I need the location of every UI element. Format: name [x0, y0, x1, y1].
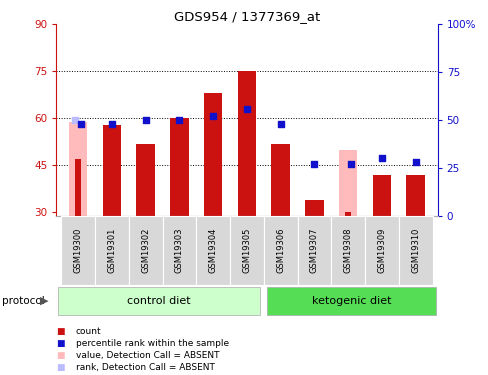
Bar: [102, 125, 121, 216]
Bar: [58, 286, 260, 315]
Text: ■: ■: [56, 363, 64, 372]
Point: [71, 117, 79, 123]
Bar: [297, 216, 331, 285]
Text: GSM19308: GSM19308: [343, 228, 352, 273]
Bar: [264, 216, 297, 285]
Bar: [162, 216, 196, 285]
Text: GSM19306: GSM19306: [276, 228, 285, 273]
Text: value, Detection Call = ABSENT: value, Detection Call = ABSENT: [76, 351, 219, 360]
Point: [243, 105, 250, 111]
Point: [77, 121, 84, 127]
Point: [377, 155, 385, 161]
Text: ■: ■: [56, 339, 64, 348]
Point: [276, 121, 284, 127]
Text: GSM19310: GSM19310: [410, 228, 419, 273]
Bar: [128, 216, 162, 285]
Text: GSM19309: GSM19309: [377, 228, 386, 273]
Text: percentile rank within the sample: percentile rank within the sample: [76, 339, 228, 348]
Text: GSM19304: GSM19304: [208, 228, 217, 273]
Bar: [266, 286, 435, 315]
Bar: [331, 216, 365, 285]
Bar: [271, 144, 289, 216]
Bar: [170, 118, 188, 216]
Text: control diet: control diet: [127, 296, 191, 306]
Text: protocol: protocol: [2, 296, 45, 306]
Point: [411, 159, 419, 165]
Bar: [75, 159, 81, 216]
Text: GSM19302: GSM19302: [141, 228, 150, 273]
Bar: [372, 175, 390, 216]
Bar: [338, 150, 357, 216]
Bar: [136, 144, 155, 216]
Text: GSM19305: GSM19305: [242, 228, 251, 273]
Bar: [69, 122, 87, 216]
Bar: [203, 93, 222, 216]
Point: [108, 121, 116, 127]
Bar: [406, 175, 424, 216]
Text: ▶: ▶: [40, 296, 48, 306]
Text: count: count: [76, 327, 101, 336]
Text: ■: ■: [56, 351, 64, 360]
Bar: [196, 216, 229, 285]
Point: [142, 117, 149, 123]
Point: [346, 161, 354, 167]
Point: [209, 113, 217, 119]
Bar: [61, 216, 95, 285]
Bar: [237, 71, 256, 216]
Bar: [365, 216, 398, 285]
Bar: [229, 216, 264, 285]
Text: GSM19303: GSM19303: [175, 228, 183, 273]
Text: GSM19300: GSM19300: [74, 228, 82, 273]
Bar: [305, 200, 323, 216]
Point: [175, 117, 183, 123]
Bar: [95, 216, 128, 285]
Text: GSM19307: GSM19307: [309, 228, 318, 273]
Point: [310, 161, 318, 167]
Bar: [345, 213, 350, 216]
Bar: [398, 216, 432, 285]
Text: ketogenic diet: ketogenic diet: [311, 296, 390, 306]
Text: ■: ■: [56, 327, 64, 336]
Text: rank, Detection Call = ABSENT: rank, Detection Call = ABSENT: [76, 363, 214, 372]
Title: GDS954 / 1377369_at: GDS954 / 1377369_at: [173, 10, 320, 23]
Text: GSM19301: GSM19301: [107, 228, 116, 273]
